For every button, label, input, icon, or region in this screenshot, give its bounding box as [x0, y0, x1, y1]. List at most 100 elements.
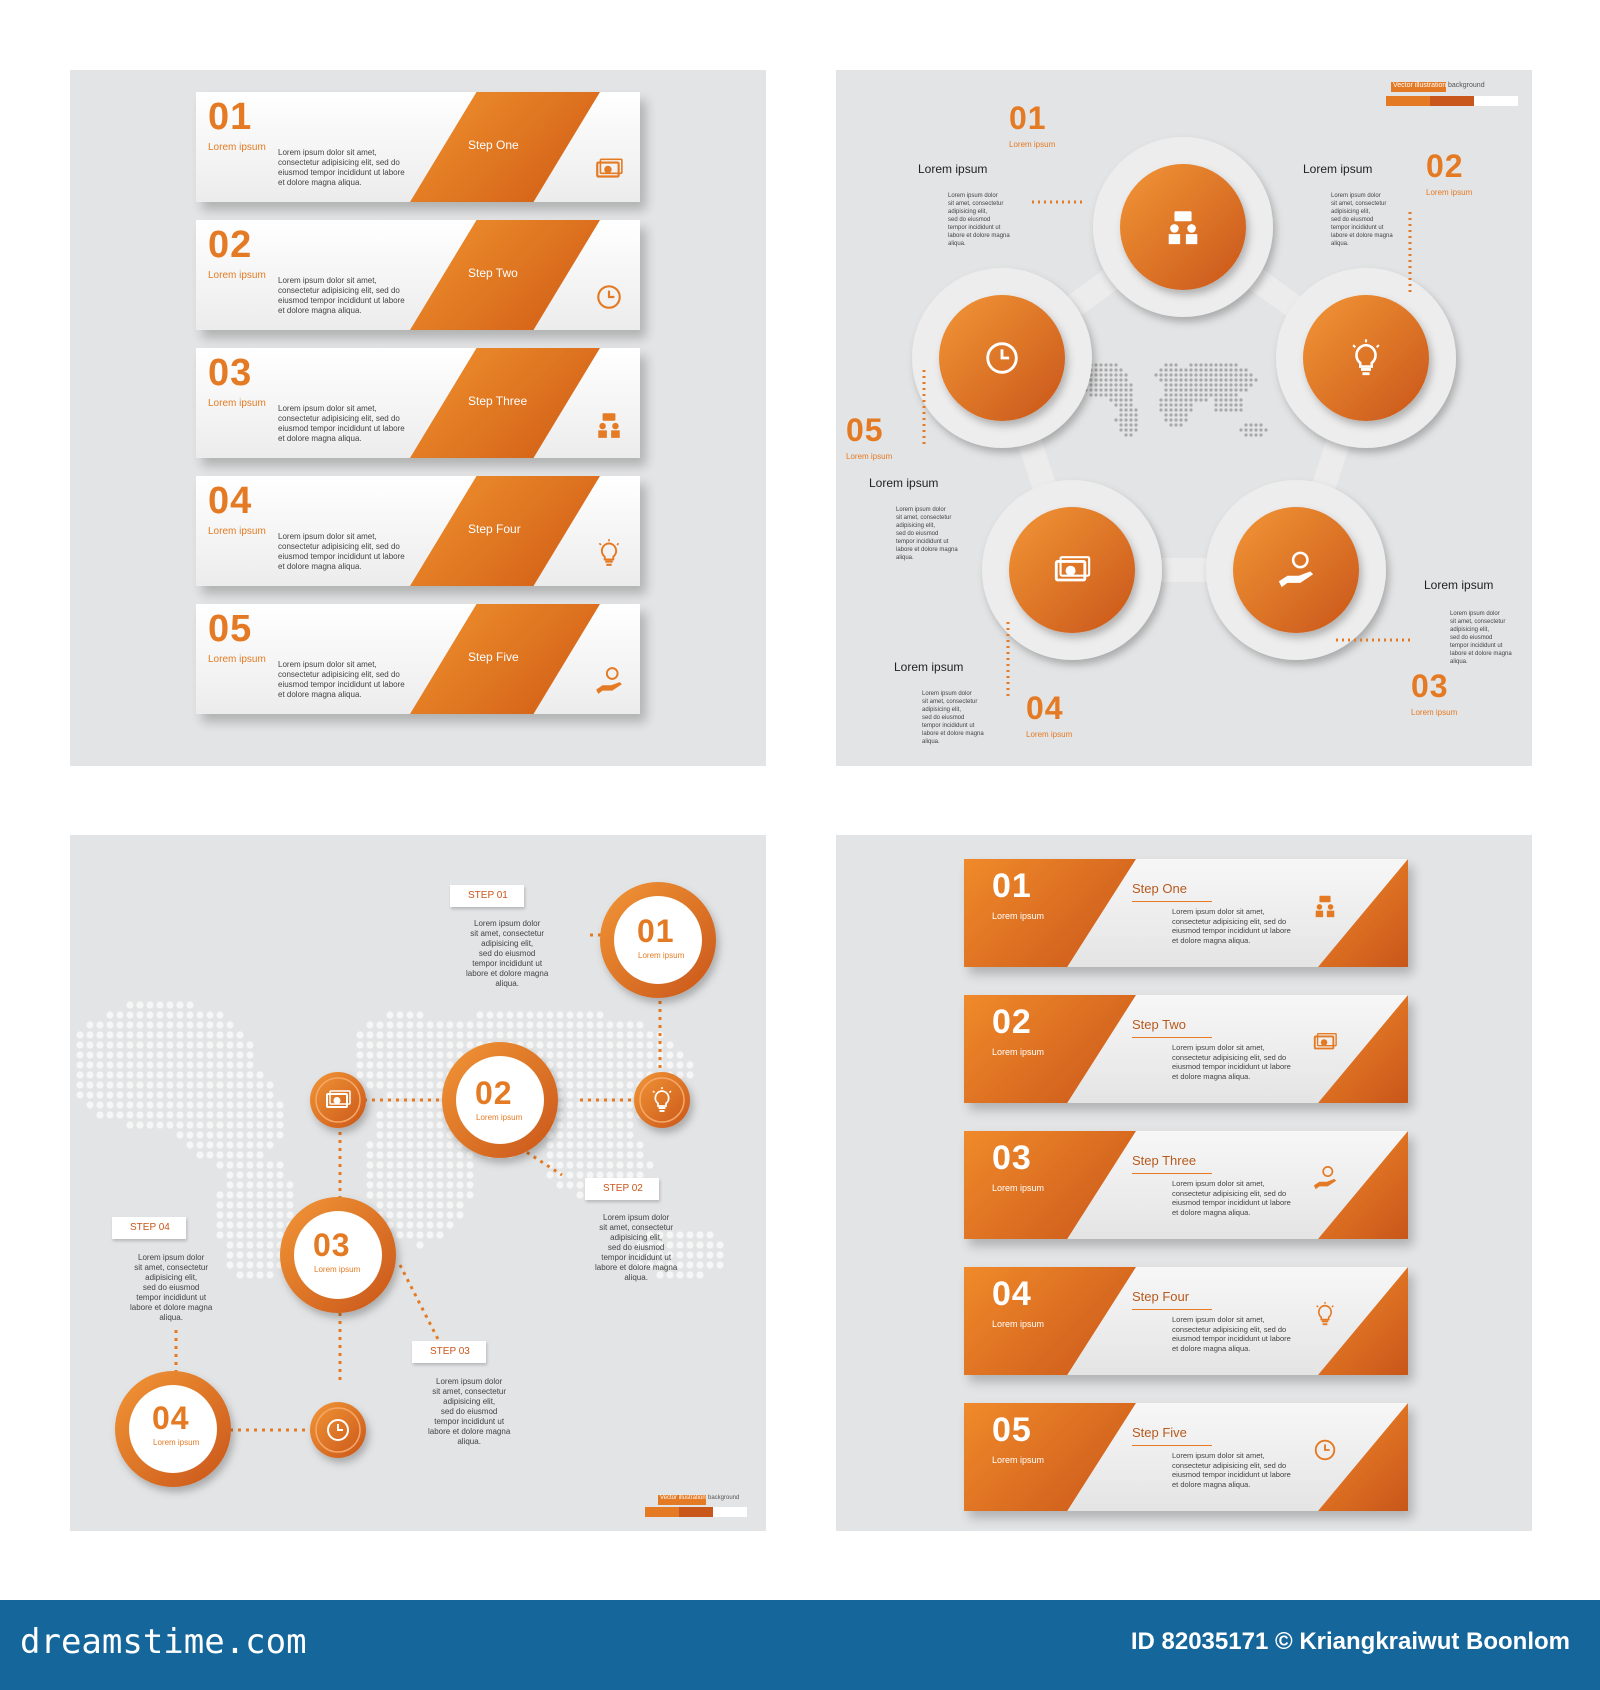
banner-subtitle: Lorem ipsum: [992, 911, 1045, 921]
step-name: Step One: [468, 138, 519, 152]
bulb-icon: [594, 538, 624, 568]
banner-card-02: 02 Lorem ipsum Step Two Lorem ipsum dolor s…: [964, 995, 1408, 1103]
banner-underline: [1132, 901, 1212, 902]
map-sub-01: Lorem ipsum: [638, 951, 685, 960]
cycle-sub-05: Lorem ipsum: [846, 452, 893, 461]
hand-coin-icon: [1312, 1165, 1338, 1191]
clock-icon: [986, 342, 1018, 374]
map-node-01: [600, 882, 716, 998]
cycle-num-05: 05: [846, 412, 884, 448]
banner-left-band: [964, 995, 1136, 1103]
step-subtitle: Lorem ipsum: [208, 654, 266, 665]
people-icon: [1168, 211, 1198, 245]
step-text-04: Lorem ipsum dolor sit amet, consectetur …: [130, 1253, 213, 1322]
step-card-01: 01 Lorem ipsum Lorem ipsum dolor sit amet,…: [196, 92, 640, 202]
banner-underline: [1132, 1173, 1212, 1174]
step-text-01: Lorem ipsum dolor sit amet, consectetur …: [466, 919, 549, 988]
banner-card-03: 03 Lorem ipsum Step Three Lorem ipsum dolor…: [964, 1131, 1408, 1239]
panel-cycle-diagram: Vector illustration background 01 Lorem …: [836, 70, 1532, 766]
banner-number: 02: [992, 1003, 1032, 1041]
step-number: 04: [208, 480, 253, 522]
badge-suffix: background: [1448, 82, 1485, 89]
cycle-node-04: [982, 480, 1162, 660]
banner-subtitle: Lorem ipsum: [992, 1455, 1045, 1465]
map-node-04: [115, 1371, 231, 1487]
people-icon: [594, 410, 624, 440]
clock-icon: [1312, 1437, 1338, 1463]
banner-left-band: [964, 1267, 1136, 1375]
badge-bar-3: [713, 1507, 747, 1517]
banner-card-01: 01 Lorem ipsum Step One Lorem ipsum dolor s…: [964, 859, 1408, 967]
badge-suffix: background: [708, 1495, 740, 1501]
hand-coin-icon: [1278, 551, 1314, 588]
map-node-03: [280, 1197, 396, 1313]
banner-card-05: 05 Lorem ipsum Step Five Lorem ipsum dolor …: [964, 1403, 1408, 1511]
cycle-sub-03: Lorem ipsum: [1411, 708, 1458, 717]
banner-step-name: Step One: [1132, 881, 1187, 896]
cycle-graphic: [912, 137, 1456, 700]
step-number: 02: [208, 224, 253, 266]
cycle-head-02: Lorem ipsum: [1303, 162, 1373, 176]
panel-vertical-steps: 01 Lorem ipsum Lorem ipsum dolor sit amet,…: [70, 70, 766, 766]
badge-label: Vector illustration: [660, 1495, 706, 1501]
banner-step-name: Step Three: [1132, 1153, 1197, 1168]
bulb-icon: [652, 1087, 672, 1112]
step-number: 03: [208, 352, 253, 394]
clock-icon: [594, 282, 624, 312]
banner-description: Lorem ipsum dolor sit amet, consectetur …: [1172, 1043, 1291, 1081]
banner-step-name: Step Four: [1132, 1289, 1190, 1304]
cycle-node-01: [1093, 137, 1273, 317]
map-sub-04: Lorem ipsum: [153, 1438, 200, 1447]
cycle-num-03: 03: [1411, 668, 1449, 704]
banner-step-name: Step Two: [1132, 1017, 1186, 1032]
banner-number: 05: [992, 1411, 1032, 1449]
map-small-node: [310, 1072, 366, 1128]
step-subtitle: Lorem ipsum: [208, 526, 266, 537]
cycle-text-05: Lorem ipsum dolor sit amet, consectetur …: [896, 507, 958, 561]
banner-description: Lorem ipsum dolor sit amet, consectetur …: [1172, 1179, 1291, 1217]
footer-bar: dreamstime.com ID 82035171 © Kriangkraiw…: [0, 1600, 1600, 1690]
step-tag-label-03: STEP 03: [430, 1346, 470, 1357]
banner-description: Lorem ipsum dolor sit amet, consectetur …: [1172, 907, 1291, 945]
banner-description: Lorem ipsum dolor sit amet, consectetur …: [1172, 1315, 1291, 1353]
badge-bar-1: [645, 1507, 679, 1517]
banner-left-band: [964, 1131, 1136, 1239]
cycle-text-03: Lorem ipsum dolor sit amet, consectetur …: [1450, 611, 1512, 665]
badge-bar-1: [1386, 96, 1430, 106]
connector-line: [398, 1264, 444, 1348]
map-small-node: [634, 1072, 690, 1128]
footer-brand: dreamstime.com: [20, 1622, 307, 1662]
map-sub-02: Lorem ipsum: [476, 1113, 523, 1122]
step-tag-label-04: STEP 04: [130, 1222, 170, 1233]
badge-swatch: [1391, 82, 1446, 92]
step-card-05: 05 Lorem ipsum Lorem ipsum dolor sit amet,…: [196, 604, 640, 714]
cycle-node-05: [912, 268, 1092, 448]
bulb-icon: [1312, 1301, 1338, 1327]
step-card-04: 04 Lorem ipsum Lorem ipsum dolor sit amet,…: [196, 476, 640, 586]
footer-credit: ID 82035171 © Kriangkraiwut Boonlom: [1130, 1628, 1570, 1655]
banner-number: 01: [992, 867, 1032, 905]
step-tag-03: [412, 1341, 486, 1363]
money-icon: [1054, 556, 1091, 582]
map-graphic: [76, 882, 724, 1487]
panel-banner-steps: 01 Lorem ipsum Step One Lorem ipsum dolor s…: [836, 835, 1532, 1531]
banner-step-name: Step Five: [1132, 1425, 1187, 1440]
cycle-num-02: 02: [1426, 148, 1464, 184]
banner-left-band: [964, 1403, 1136, 1511]
money-icon: [1312, 1029, 1338, 1055]
banner-number: 04: [992, 1275, 1032, 1313]
map-num-03: 03: [313, 1227, 351, 1263]
step-card-02: 02 Lorem ipsum Lorem ipsum dolor sit amet,…: [196, 220, 640, 330]
step-tag-04: [112, 1217, 186, 1239]
money-icon: [594, 154, 624, 184]
step-tag-label-02: STEP 02: [603, 1183, 643, 1194]
step-subtitle: Lorem ipsum: [208, 398, 266, 409]
step-number: 05: [208, 608, 253, 650]
step-tag-01: [450, 885, 524, 907]
money-icon: [326, 1090, 351, 1108]
step-tag-02: [585, 1178, 659, 1200]
cycle-node-03: [1206, 480, 1386, 660]
map-sub-03: Lorem ipsum: [314, 1265, 361, 1274]
map-num-02: 02: [475, 1075, 513, 1111]
badge-label: Vector illustration: [1393, 82, 1447, 89]
